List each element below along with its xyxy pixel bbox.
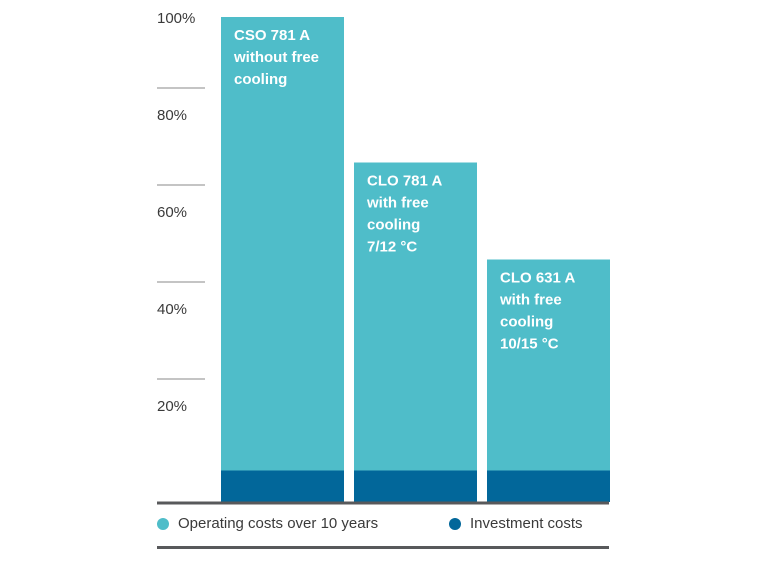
bar-label-line: cooling [500, 314, 553, 331]
legend-item-investment: Investment costs [449, 515, 583, 532]
bar-label-line: with free [366, 195, 429, 212]
bar-operating [354, 162, 477, 471]
bar-investment [221, 470, 344, 502]
bar-label: CSO 781 A without free cooling [233, 27, 319, 88]
legend-swatch-investment [449, 517, 461, 530]
bar-operating [487, 259, 610, 471]
bar-label-line: CSO 781 A [234, 27, 310, 44]
bar-investment [354, 470, 477, 502]
bar-label-line: with free [499, 292, 562, 309]
legend-divider [157, 546, 609, 549]
bar-label-line: 10/15 °C [500, 336, 559, 353]
bar-label-line: without free [233, 49, 319, 66]
bar-investment [487, 470, 610, 502]
y-tick-label: 80% [157, 107, 187, 124]
legend-item-operating: Operating costs over 10 years [157, 515, 378, 532]
y-tick-label: 60% [157, 204, 187, 221]
bar-label: CLO 781 A with free cooling 7/12 °C [366, 173, 442, 256]
bar-label-line: CLO 631 A [500, 270, 575, 287]
legend-label-investment: Investment costs [470, 515, 583, 532]
y-tick-label: 20% [157, 398, 187, 415]
legend-swatch-operating [157, 517, 169, 530]
bar-label-line: CLO 781 A [367, 173, 442, 190]
bar-label-line: cooling [367, 217, 420, 234]
bar-operating [221, 17, 344, 471]
legend-label-operating: Operating costs over 10 years [178, 515, 379, 532]
y-tick-label: 40% [157, 301, 187, 318]
legend: Operating costs over 10 years Investment… [157, 512, 609, 538]
bar-label-line: 7/12 °C [367, 239, 417, 256]
bar-label: CLO 631 A with free cooling 10/15 °C [499, 270, 575, 353]
y-tick-label: 100% [157, 10, 195, 27]
bar-label-line: cooling [234, 71, 287, 88]
